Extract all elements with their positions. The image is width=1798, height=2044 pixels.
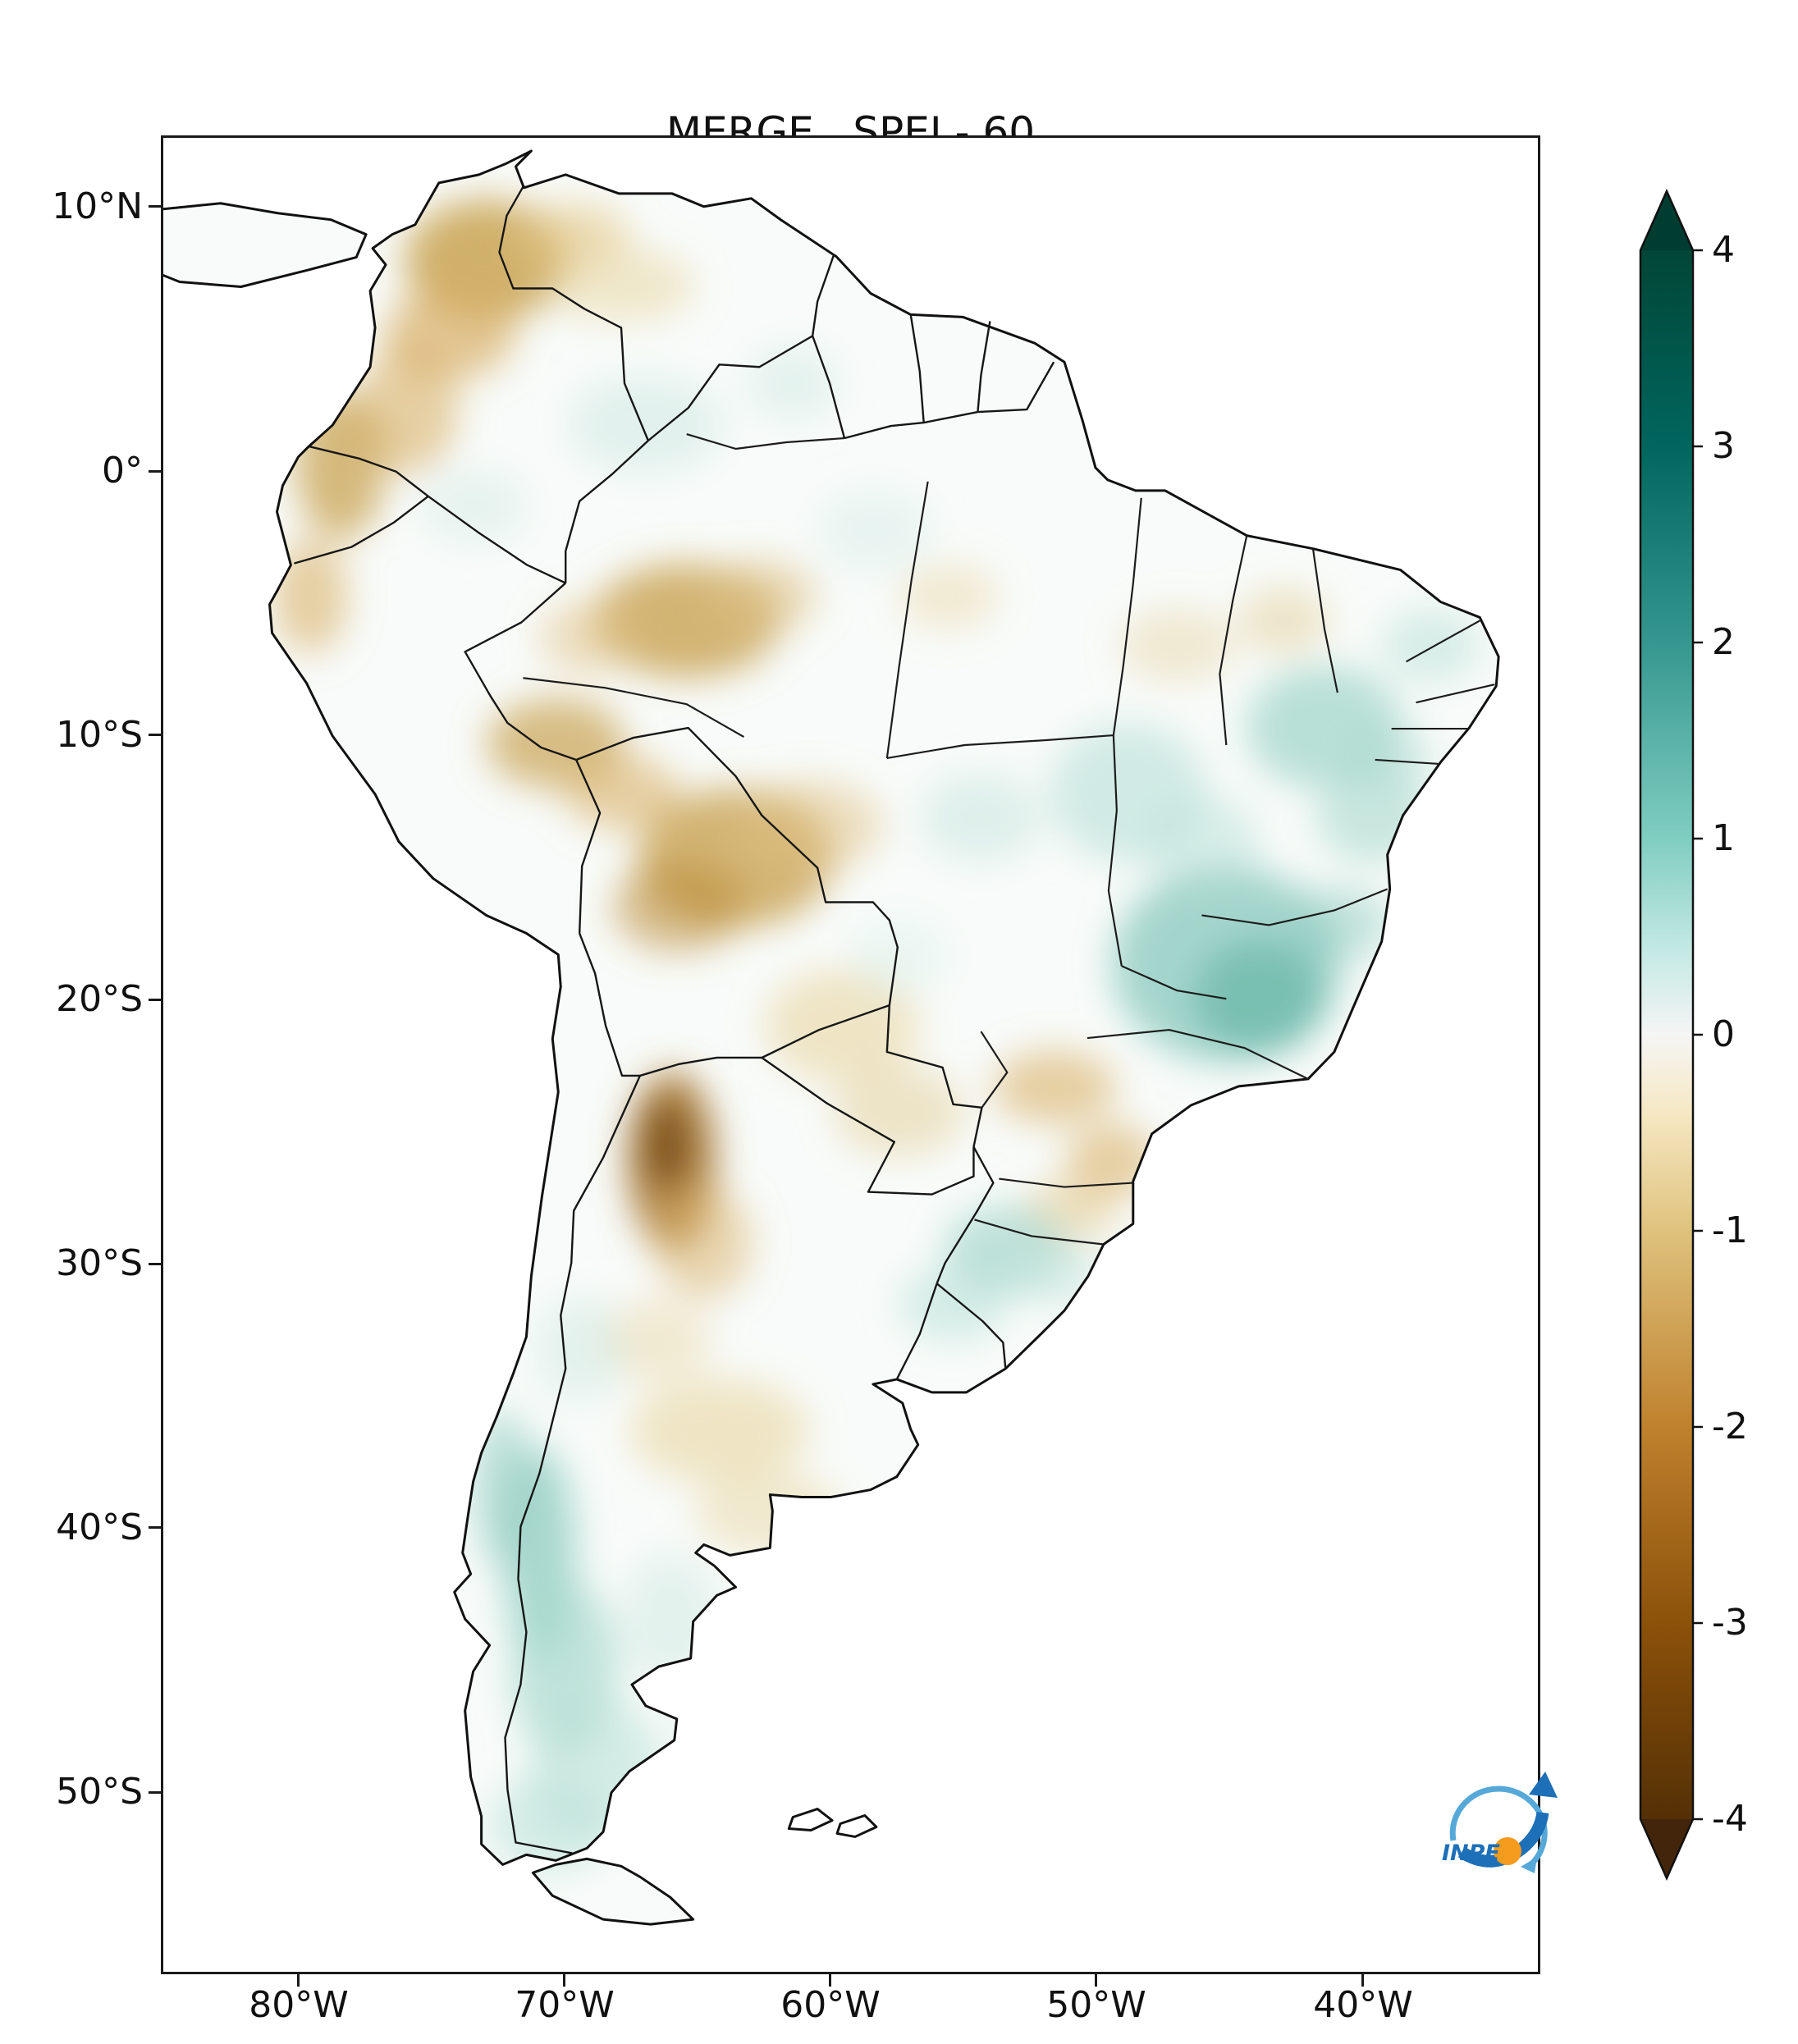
y-tick-label-40s: 40°S (56, 1507, 143, 1548)
inpe-logo-text: INPE (1442, 1841, 1500, 1866)
inpe-logo-arrowhead-icon (1529, 1772, 1558, 1798)
colorbar-tick-label-4: 4 (1712, 229, 1735, 271)
colorbar-tick-label-m3: -3 (1712, 1602, 1748, 1644)
y-tick-mark (149, 1791, 161, 1794)
colorbar-tick-label-m1: -1 (1712, 1209, 1748, 1251)
y-tick-mark (149, 470, 161, 473)
colorbar (1629, 185, 1793, 1900)
colorbar-gradient (1639, 188, 1703, 1882)
inpe-logo-orange-dot (1494, 1837, 1521, 1865)
inpe-logo-swirl-arrowhead-icon (1521, 1857, 1537, 1873)
x-tick-label-80w: 80°W (249, 1984, 349, 2026)
y-tick-label-20s: 20°S (56, 978, 143, 1020)
colorbar-tick-marks (1693, 249, 1703, 1821)
colorbar-tick-label-0: 0 (1712, 1013, 1735, 1055)
y-tick-mark (149, 1263, 161, 1265)
x-tick-label-70w: 70°W (515, 1984, 615, 2026)
y-tick-mark (149, 205, 161, 208)
x-tick-mark (829, 1974, 831, 1987)
y-tick-mark (149, 1526, 161, 1529)
colorbar-tick-label-3: 3 (1712, 425, 1735, 467)
colorbar-tick-label-m4: -4 (1712, 1798, 1748, 1840)
y-tick-mark (149, 999, 161, 1001)
state-borders (523, 432, 1495, 1246)
inpe-logo-swirl-icon (1449, 1786, 1548, 1866)
country-borders (294, 185, 1055, 1854)
colorbar-tick-label-1: 1 (1712, 817, 1735, 859)
y-tick-label-50s: 50°S (56, 1771, 143, 1813)
inpe-logo: INPE (1416, 1744, 1567, 1887)
x-tick-mark (1361, 1974, 1364, 1987)
y-tick-label-0: 0° (102, 450, 143, 492)
x-tick-mark (563, 1974, 565, 1987)
map-plot-area (161, 135, 1540, 1974)
colorbar-tick-label-2: 2 (1712, 621, 1735, 663)
x-tick-label-50w: 50°W (1046, 1984, 1146, 2026)
x-tick-mark (297, 1974, 300, 1987)
south-america-map (163, 149, 1500, 1926)
inpe-logo-arrow-icon (1457, 1811, 1549, 1868)
x-tick-mark (1095, 1974, 1097, 1987)
y-tick-mark (149, 734, 161, 736)
y-tick-label-30s: 30°S (56, 1242, 143, 1284)
x-tick-label-40w: 40°W (1313, 1984, 1413, 2026)
x-tick-label-60w: 60°W (780, 1984, 881, 2026)
colorbar-tick-label-m2: -2 (1712, 1406, 1748, 1447)
y-tick-label-10s: 10°S (56, 714, 143, 756)
y-tick-label-10n: 10°N (52, 185, 143, 227)
